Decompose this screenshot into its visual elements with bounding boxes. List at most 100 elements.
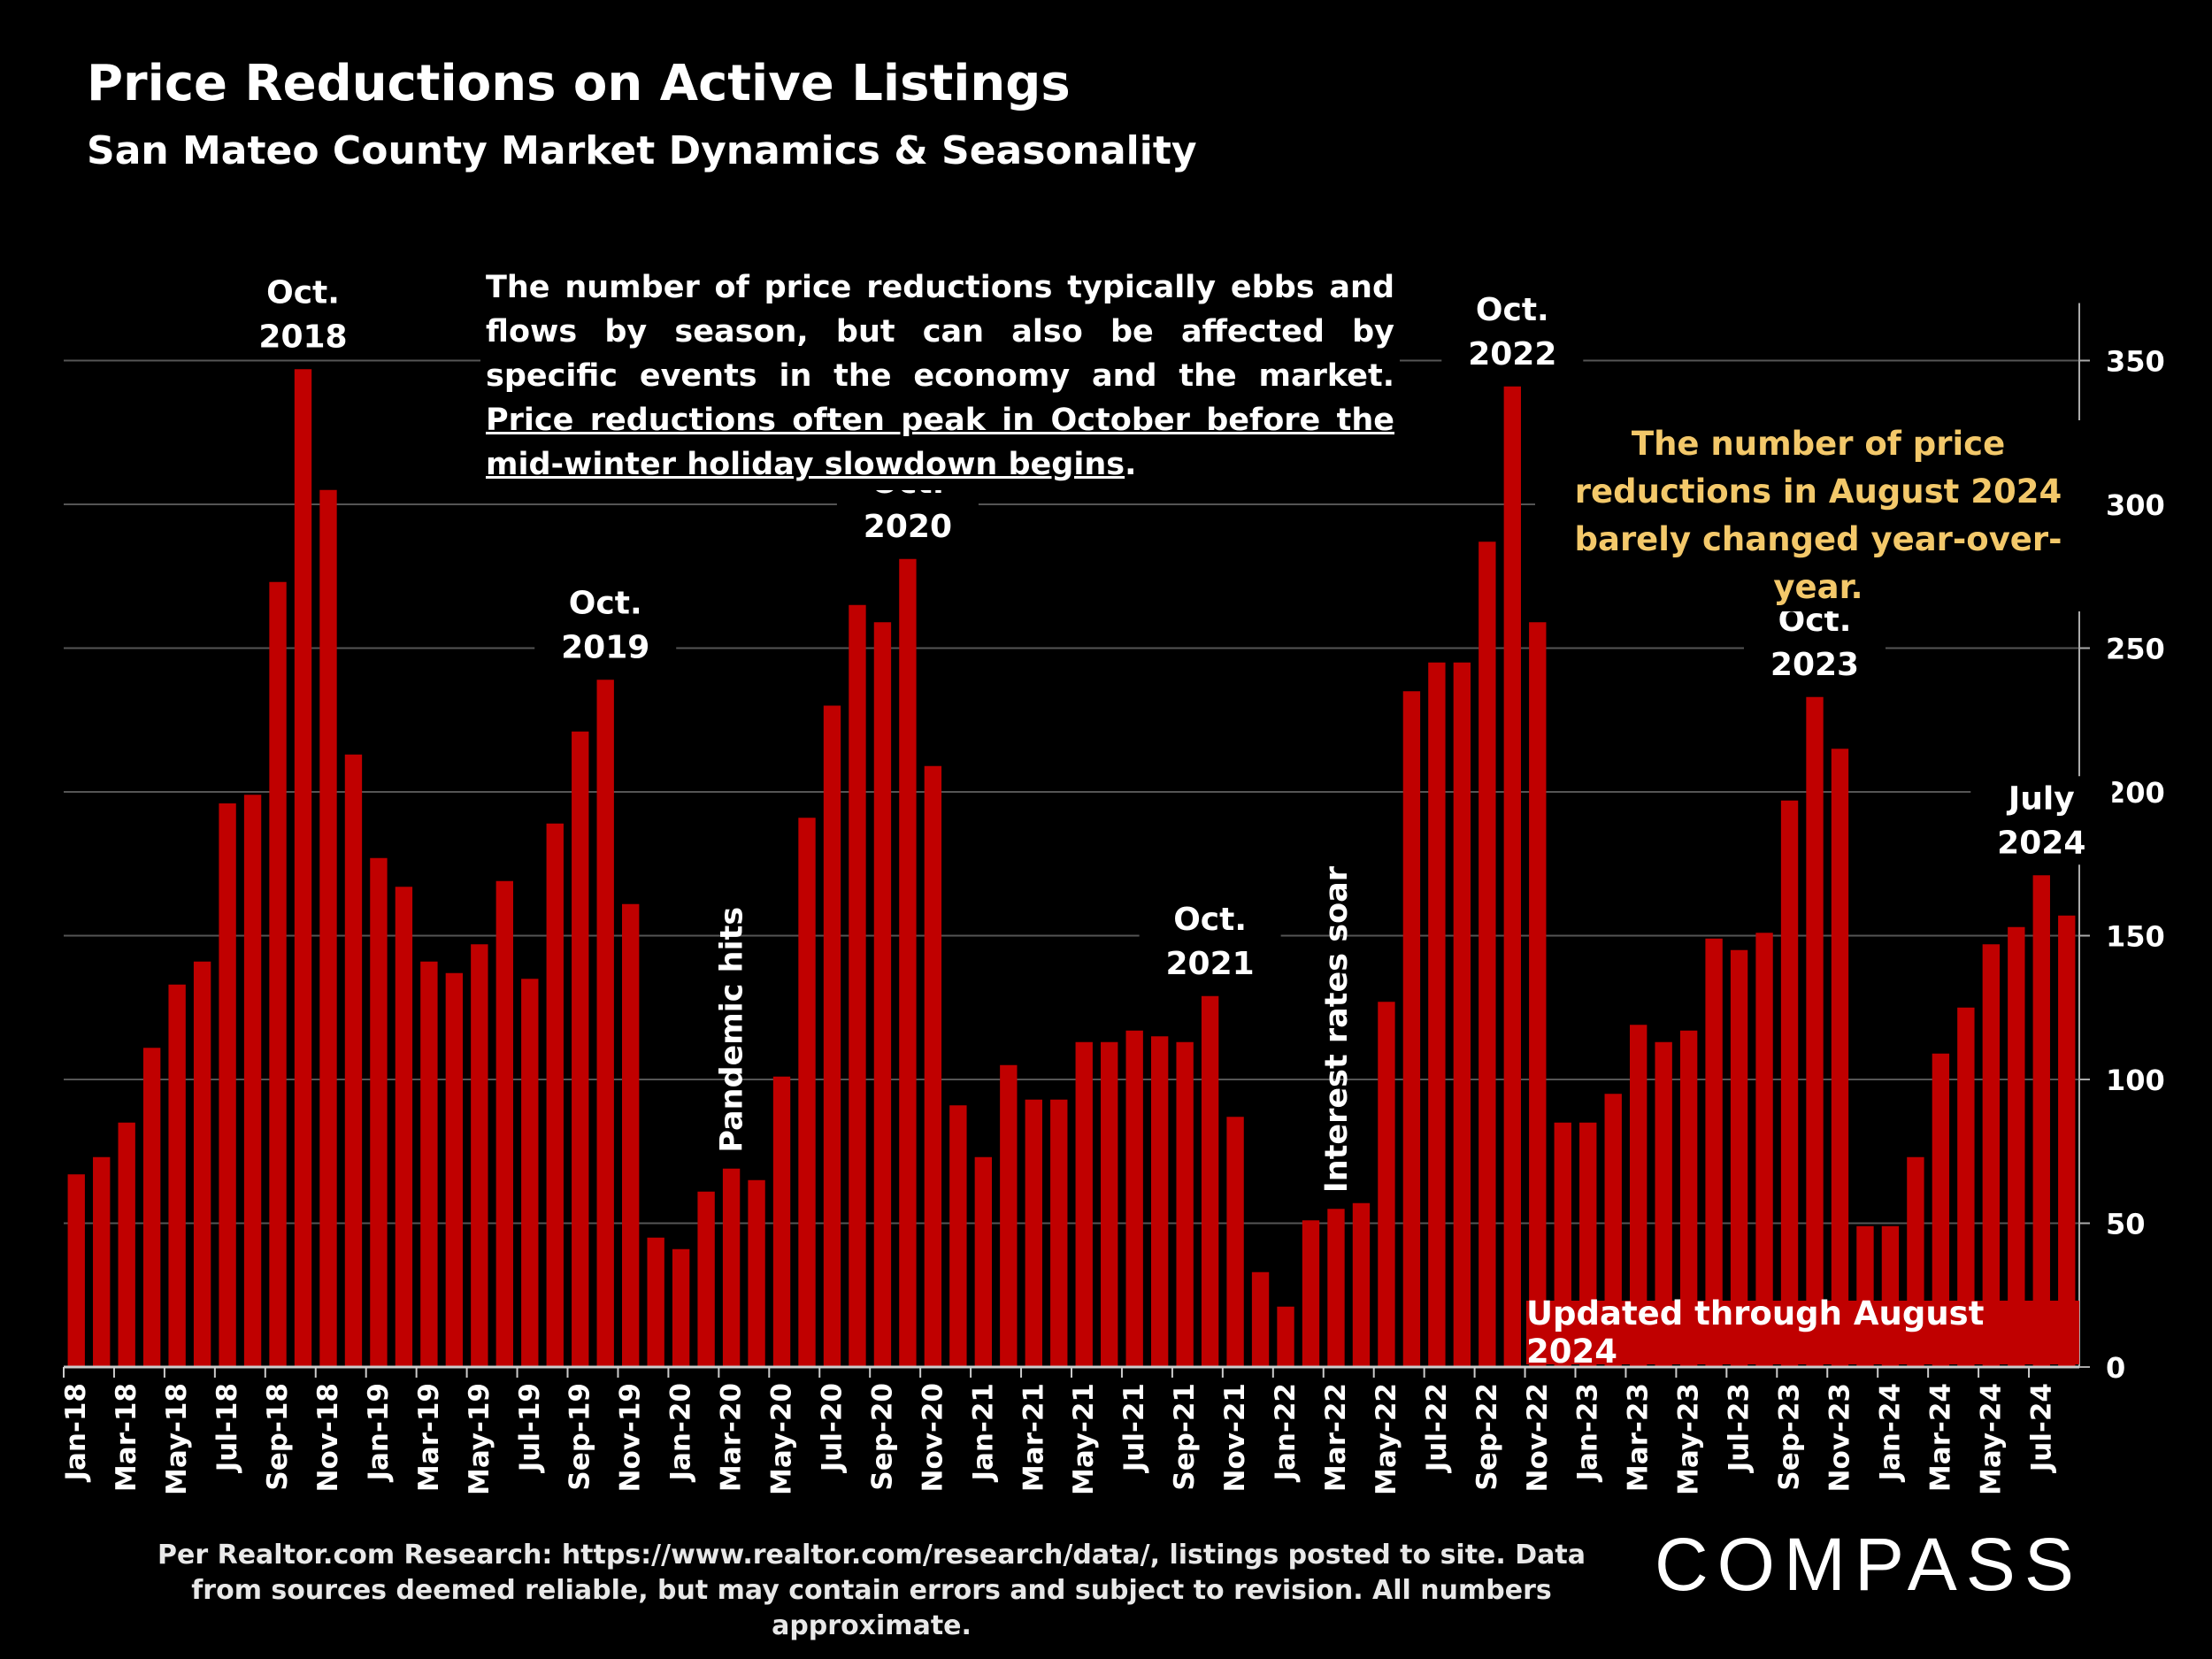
x-tick-label: Mar-22 [1320, 1383, 1352, 1492]
bar [1655, 1041, 1672, 1367]
x-tick-label: Mar-18 [111, 1383, 142, 1492]
x-tick-label: Mar-19 [413, 1383, 445, 1492]
bar [572, 731, 589, 1367]
x-tick-label: Sep-22 [1471, 1383, 1503, 1491]
bar [1932, 1053, 1950, 1367]
peak-label-bg [534, 580, 677, 670]
bar [294, 369, 312, 1367]
x-tick-label: Jan-23 [1572, 1383, 1604, 1483]
bar [2032, 875, 2050, 1367]
bar [67, 1174, 85, 1367]
x-tick-label: Jul-22 [1421, 1383, 1453, 1473]
x-tick-label: Sep-23 [1774, 1383, 1806, 1491]
event-label: Interest rates soar [1319, 865, 1355, 1193]
y-tick-label: 50 [2106, 1208, 2146, 1241]
y-tick-label: 150 [2106, 920, 2165, 954]
x-tick-label: Jul-24 [2025, 1383, 2057, 1473]
bar [1503, 386, 1521, 1367]
peak-label: Oct. [569, 585, 642, 621]
y-tick-label: 0 [2106, 1351, 2125, 1385]
bar [1402, 691, 1421, 1367]
bar [142, 1048, 161, 1367]
bar [1251, 1271, 1270, 1367]
x-tick-label: Jan-20 [665, 1383, 697, 1483]
bar [1705, 938, 1723, 1367]
bar [873, 622, 892, 1367]
x-tick-label: May-22 [1371, 1383, 1402, 1495]
x-tick-label: Jul-21 [1118, 1383, 1150, 1473]
compass-logo: COMPASS [1655, 1523, 2083, 1606]
bar [1730, 949, 1748, 1367]
bar [168, 984, 186, 1367]
bar [1277, 1306, 1294, 1367]
bar [1352, 1202, 1371, 1367]
x-tick-label: Nov-19 [615, 1383, 647, 1492]
y-tick-label: 350 [2106, 345, 2165, 379]
source-note: Per Realtor.com Research: https://www.re… [157, 1540, 1586, 1641]
note-end: . [1125, 447, 1137, 482]
bar [269, 581, 287, 1367]
bar [2058, 915, 2076, 1367]
bar [395, 887, 413, 1367]
bar [2008, 926, 2025, 1367]
bar [647, 1237, 664, 1367]
bar [697, 1191, 715, 1367]
x-tick-label: Jan-19 [363, 1383, 395, 1483]
bar [93, 1156, 111, 1367]
x-tick-label: Sep-21 [1169, 1383, 1201, 1491]
bar [1755, 933, 1773, 1367]
bar [1025, 1099, 1042, 1367]
bar [420, 961, 438, 1367]
bar [1378, 1002, 1395, 1367]
x-tick-label: Mar-21 [1018, 1383, 1049, 1492]
bar [672, 1248, 690, 1367]
x-tick-label: Nov-18 [312, 1383, 344, 1492]
bar [1630, 1025, 1647, 1367]
x-tick-label: Jul-19 [514, 1383, 546, 1473]
bar [344, 754, 363, 1367]
x-tick-label: May-20 [766, 1383, 798, 1495]
x-tick-label: Jan-18 [60, 1383, 92, 1483]
bar [1050, 1099, 1068, 1367]
peak-label-bg [1441, 287, 1584, 376]
peak-label-bg [1970, 776, 2113, 865]
bar [1201, 995, 1219, 1367]
bar [722, 1168, 741, 1367]
peak-label-bg [232, 270, 374, 359]
bar [193, 961, 211, 1367]
x-tick-label: Jul-18 [211, 1383, 243, 1473]
bar [1604, 1094, 1622, 1367]
peak-label-bg [1744, 597, 1886, 687]
bar [772, 1076, 791, 1367]
bar [1125, 1030, 1143, 1367]
bar [243, 795, 262, 1367]
x-tick-label: Mar-20 [716, 1383, 748, 1492]
x-tick-label: Jul-20 [816, 1383, 848, 1473]
bar [319, 489, 337, 1367]
y-tick-label: 300 [2106, 488, 2165, 522]
peak-label: 2023 [1770, 647, 1859, 683]
bar [219, 803, 236, 1367]
note-text: The number of price reductions typically… [486, 270, 1394, 394]
x-tick-label: Jan-21 [967, 1383, 999, 1483]
peak-label: Oct. [1476, 292, 1549, 328]
bar [622, 903, 640, 1367]
x-tick-label: May-21 [1068, 1383, 1100, 1495]
bar [1831, 749, 1849, 1367]
bar [1428, 662, 1446, 1367]
bar [823, 705, 841, 1367]
bar [495, 880, 513, 1367]
bar [1780, 800, 1799, 1367]
bar [1302, 1220, 1320, 1367]
bar [1327, 1209, 1345, 1367]
bar [546, 823, 564, 1367]
x-tick-label: May-19 [464, 1383, 495, 1495]
bar [1806, 696, 1824, 1367]
peak-label: July [2006, 780, 2075, 817]
bar [1176, 1041, 1194, 1367]
bar [1226, 1117, 1244, 1367]
peak-label-bg [1139, 896, 1281, 986]
bar [1075, 1041, 1093, 1367]
bar [1150, 1036, 1169, 1367]
